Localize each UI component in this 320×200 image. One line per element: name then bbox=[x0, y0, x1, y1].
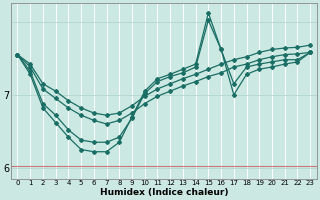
X-axis label: Humidex (Indice chaleur): Humidex (Indice chaleur) bbox=[100, 188, 228, 197]
